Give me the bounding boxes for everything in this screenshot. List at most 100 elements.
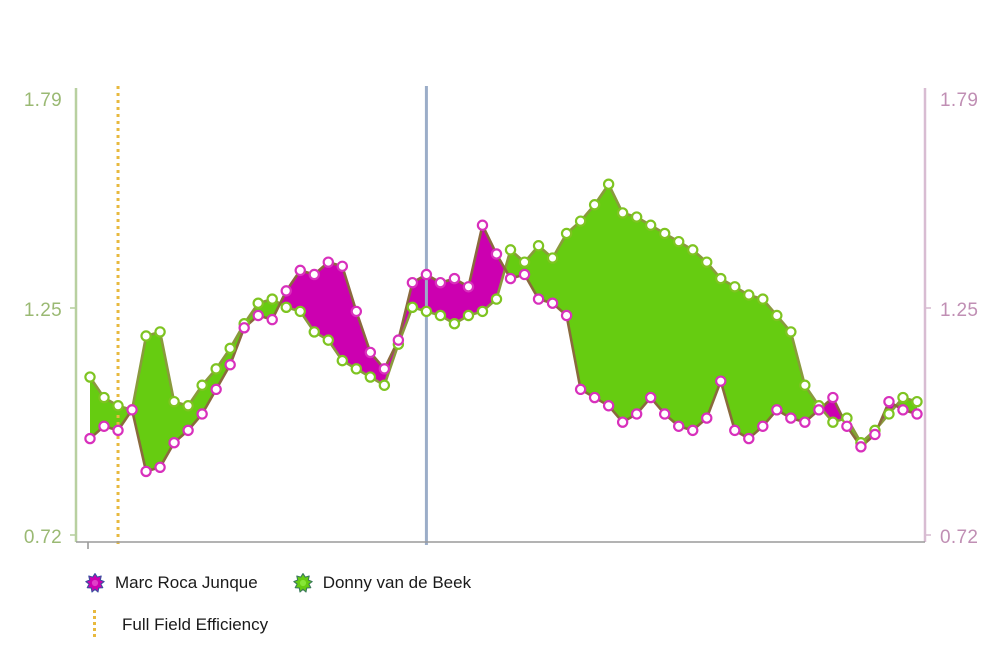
area-fill-green bbox=[90, 184, 917, 472]
axis-right-label-top: 1.79 bbox=[940, 90, 978, 111]
data-point-marker bbox=[602, 178, 615, 190]
data-point-marker bbox=[574, 215, 587, 227]
data-point-marker bbox=[434, 276, 447, 289]
data-point-marker bbox=[616, 207, 629, 219]
data-point-marker bbox=[266, 313, 278, 326]
legend-label-donny-van-de-beek: Donny van de Beek bbox=[322, 573, 472, 592]
data-point-marker bbox=[799, 416, 811, 428]
data-point-marker bbox=[252, 309, 264, 322]
chart-legend: Marc Roca Junque Donny van de Beek Full … bbox=[0, 562, 1001, 646]
data-point-marker bbox=[729, 281, 741, 293]
data-point-marker bbox=[911, 395, 923, 408]
data-point-marker bbox=[350, 305, 363, 318]
data-point-marker bbox=[112, 400, 124, 412]
data-point-marker bbox=[673, 235, 685, 248]
legend-item-marc-roca-junque[interactable]: Marc Roca Junque bbox=[84, 572, 258, 594]
data-point-marker bbox=[785, 412, 797, 424]
data-point-marker bbox=[364, 371, 377, 383]
data-point-marker bbox=[196, 379, 208, 391]
data-point-marker bbox=[84, 371, 96, 383]
data-point-marker bbox=[140, 465, 152, 478]
axis-tick-marks bbox=[70, 307, 931, 549]
data-point-marker bbox=[644, 219, 657, 231]
dotted-line-marker-icon bbox=[93, 610, 96, 640]
data-point-marker bbox=[168, 436, 180, 449]
data-point-marker bbox=[630, 211, 643, 223]
data-point-marker bbox=[420, 268, 433, 281]
data-point-marker bbox=[406, 301, 419, 313]
data-point-marker bbox=[701, 256, 713, 268]
data-point-marker bbox=[757, 293, 769, 305]
data-point-marker bbox=[336, 354, 349, 367]
data-point-marker bbox=[673, 420, 685, 432]
data-point-marker bbox=[182, 400, 194, 412]
data-point-marker bbox=[841, 420, 853, 432]
data-point-marker bbox=[701, 412, 713, 424]
data-point-marker bbox=[448, 318, 461, 330]
data-point-marker bbox=[336, 260, 349, 272]
data-point-marker bbox=[504, 244, 517, 256]
legend-row-series: Marc Roca Junque Donny van de Beek bbox=[0, 562, 1001, 604]
data-point-marker bbox=[532, 293, 545, 305]
data-point-marker bbox=[378, 379, 391, 391]
data-point-marker bbox=[322, 334, 334, 346]
data-point-marker bbox=[658, 227, 671, 240]
data-point-marker bbox=[126, 404, 138, 416]
axis-left-label-bottom: 0.72 bbox=[24, 527, 62, 548]
data-point-marker bbox=[490, 248, 503, 260]
data-point-marker bbox=[911, 408, 923, 420]
data-point-marker bbox=[743, 432, 755, 445]
data-point-marker bbox=[476, 305, 489, 318]
data-point-marker bbox=[196, 408, 208, 420]
axis-left-label-top: 1.79 bbox=[24, 90, 62, 111]
data-point-marker bbox=[883, 395, 895, 408]
data-point-marker bbox=[294, 264, 306, 277]
data-point-marker bbox=[630, 408, 643, 420]
legend-label-marc-roca-junque: Marc Roca Junque bbox=[115, 573, 258, 592]
data-point-marker bbox=[448, 272, 461, 285]
data-point-marker bbox=[715, 375, 727, 387]
data-point-marker bbox=[350, 363, 363, 375]
star-marker-magenta-icon bbox=[85, 573, 105, 593]
data-point-marker bbox=[238, 322, 250, 334]
data-point-marker bbox=[869, 428, 881, 441]
data-point-marker bbox=[588, 199, 601, 211]
data-point-marker bbox=[687, 244, 699, 256]
data-point-marker bbox=[154, 326, 166, 338]
data-point-marker bbox=[799, 379, 811, 391]
data-point-marker bbox=[518, 256, 531, 268]
data-point-marker bbox=[715, 272, 727, 285]
data-point-marker bbox=[490, 293, 503, 305]
data-point-marker bbox=[154, 461, 166, 473]
data-point-marker bbox=[462, 309, 475, 322]
data-point-marker bbox=[518, 268, 531, 281]
series-markers-marc-roca-junque bbox=[84, 219, 923, 478]
data-point-marker bbox=[855, 441, 867, 453]
legend-item-donny-van-de-beek[interactable]: Donny van de Beek bbox=[292, 572, 471, 594]
data-point-marker bbox=[182, 424, 194, 437]
data-point-marker bbox=[98, 420, 110, 432]
data-point-marker bbox=[560, 309, 573, 322]
data-point-marker bbox=[616, 416, 629, 428]
data-point-marker bbox=[883, 408, 895, 420]
data-point-marker bbox=[364, 346, 377, 359]
data-point-marker bbox=[378, 363, 391, 375]
data-point-marker bbox=[308, 326, 320, 338]
data-point-marker bbox=[771, 404, 783, 416]
data-point-marker bbox=[98, 391, 110, 404]
data-point-marker bbox=[743, 289, 755, 301]
data-point-marker bbox=[560, 227, 573, 240]
data-point-marker bbox=[476, 219, 489, 231]
data-point-marker bbox=[210, 363, 222, 375]
data-point-marker bbox=[392, 334, 405, 346]
data-point-marker bbox=[224, 359, 236, 371]
data-point-marker bbox=[644, 391, 657, 404]
data-point-marker bbox=[168, 395, 180, 408]
data-point-marker bbox=[827, 416, 839, 428]
data-point-marker bbox=[532, 240, 545, 252]
data-point-marker bbox=[140, 330, 152, 342]
data-point-marker bbox=[280, 301, 292, 313]
data-point-marker bbox=[588, 391, 601, 404]
legend-item-full-field-efficiency[interactable]: Full Field Efficiency bbox=[84, 610, 268, 640]
